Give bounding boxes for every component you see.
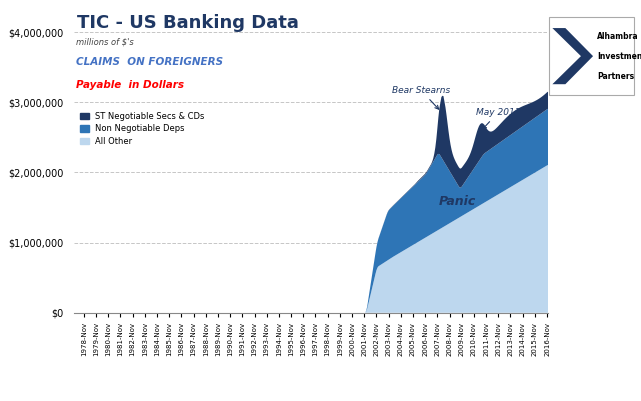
Text: Panic: Panic (439, 195, 476, 208)
Text: Bear Stearns: Bear Stearns (392, 86, 450, 109)
Text: CLAIMS  ON FOREIGNERS: CLAIMS ON FOREIGNERS (76, 57, 223, 67)
Text: TIC - US Banking Data: TIC - US Banking Data (77, 14, 299, 32)
Text: Payable  in Dollars: Payable in Dollars (76, 80, 184, 90)
Text: Alhambra: Alhambra (597, 32, 639, 41)
Text: Investment: Investment (597, 52, 641, 61)
Polygon shape (553, 28, 593, 84)
Legend: ST Negotiable Secs & CDs, Non Negotiable Deps, All Other: ST Negotiable Secs & CDs, Non Negotiable… (80, 112, 204, 146)
Text: May 2011: May 2011 (476, 108, 520, 129)
Text: Partners: Partners (597, 72, 635, 81)
FancyBboxPatch shape (549, 17, 634, 95)
Text: millions of $'s: millions of $'s (76, 38, 134, 47)
